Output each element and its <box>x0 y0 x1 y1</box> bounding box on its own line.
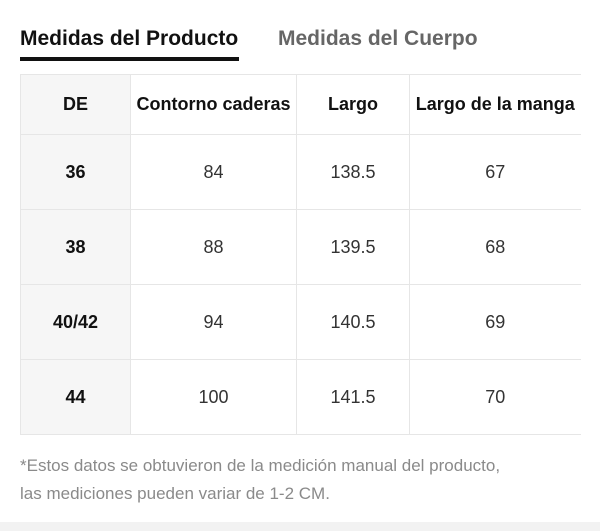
hip-cell: 88 <box>130 209 297 285</box>
measurement-note-line: *Estos datos se obtuvieron de la medició… <box>20 456 501 475</box>
measurement-note: *Estos datos se obtuvieron de la medició… <box>20 452 580 508</box>
length-cell: 139.5 <box>296 209 410 285</box>
table-header-row: DE Contorno caderas Largo Largo de la ma… <box>20 74 581 135</box>
size-cell: 38 <box>20 209 131 285</box>
table-row: 38 88 139.5 68 <box>20 209 581 285</box>
table-row: 44 100 141.5 70 <box>20 359 581 435</box>
table-row: 36 84 138.5 67 <box>20 134 581 210</box>
length-cell: 140.5 <box>296 284 410 360</box>
column-header-size: DE <box>20 74 131 135</box>
column-header-hip: Contorno caderas <box>130 74 297 135</box>
active-tab-indicator <box>20 57 239 61</box>
sleeve-length-cell: 70 <box>409 359 581 435</box>
size-table: DE Contorno caderas Largo Largo de la ma… <box>20 74 581 435</box>
hip-cell: 84 <box>130 134 297 210</box>
tab-product-measurements[interactable]: Medidas del Producto <box>20 27 239 50</box>
column-header-sleeve-length: Largo de la manga <box>409 74 581 135</box>
sleeve-length-cell: 69 <box>409 284 581 360</box>
column-header-length: Largo <box>296 74 410 135</box>
length-cell: 141.5 <box>296 359 410 435</box>
size-cell: 36 <box>20 134 131 210</box>
tab-body-measurements[interactable]: Medidas del Cuerpo <box>278 27 478 50</box>
sleeve-length-cell: 68 <box>409 209 581 285</box>
hip-cell: 94 <box>130 284 297 360</box>
hip-cell: 100 <box>130 359 297 435</box>
size-cell: 40/42 <box>20 284 131 360</box>
size-cell: 44 <box>20 359 131 435</box>
measurement-note-line: las mediciones pueden variar de 1-2 CM. <box>20 484 330 503</box>
sleeve-length-cell: 67 <box>409 134 581 210</box>
bottom-divider <box>0 522 600 531</box>
table-row: 40/42 94 140.5 69 <box>20 284 581 360</box>
length-cell: 138.5 <box>296 134 410 210</box>
